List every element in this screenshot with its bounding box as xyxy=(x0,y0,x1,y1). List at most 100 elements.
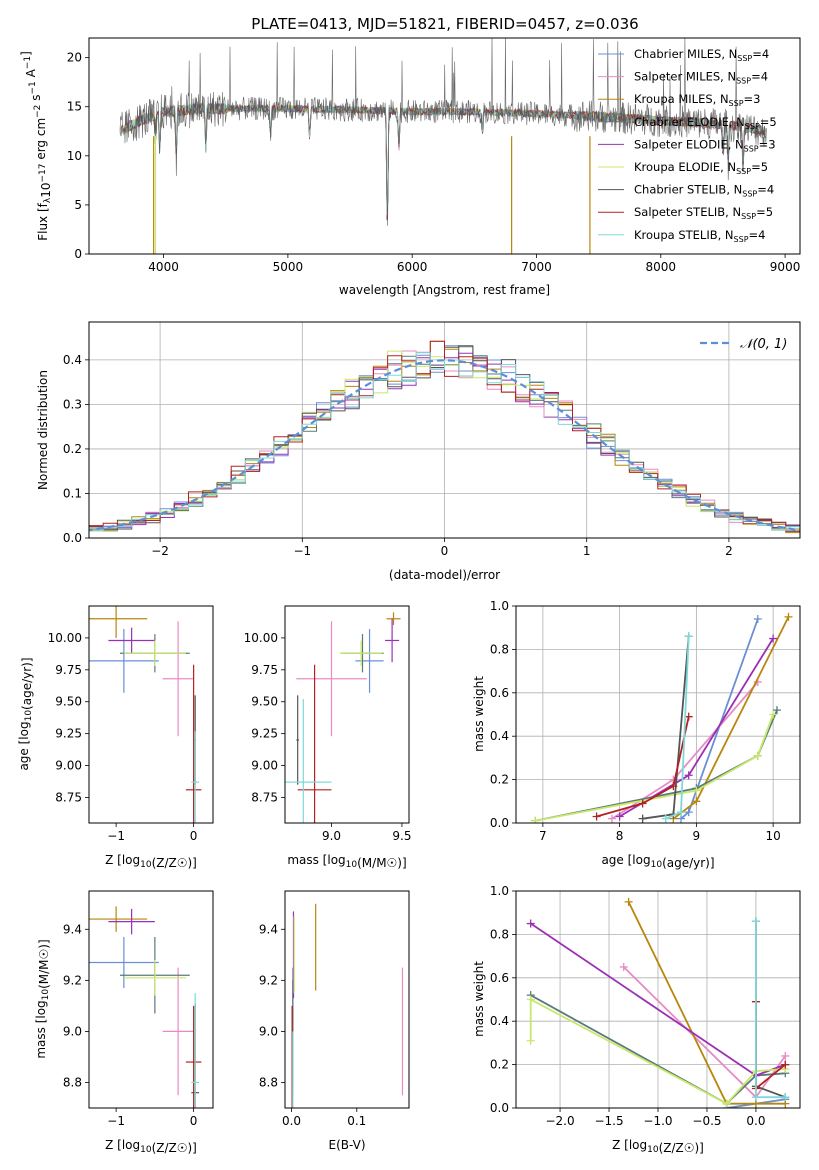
y-tick-label: 9.50 xyxy=(251,695,278,709)
legend-label: Chabrier ELODIE, NSSP=5 xyxy=(634,115,777,131)
x-tick-label: −1 xyxy=(107,829,125,843)
residuals-plot: −2 −1 0 1 2 0.0 0.1 0.2 0.3 0.4 𝒩(0, 1) (data-model… xyxy=(36,321,801,582)
legend-label: Salpeter MILES, NSSP=4 xyxy=(634,70,768,86)
z-age-marks xyxy=(89,606,202,823)
y-tick-label: 10.00 xyxy=(244,631,278,645)
y-tick-label: 0.6 xyxy=(490,971,509,985)
legend-label: 𝒩(0, 1) xyxy=(740,337,787,352)
x-tick-label: 0.0 xyxy=(746,1114,765,1128)
z-mass-plot: −1 0 8.8 9.0 9.2 9.4 Z [log10(Z/Z☉)] mass [log1… xyxy=(34,890,214,1155)
weight-line xyxy=(596,716,690,818)
x-axis-label: E(B-V) xyxy=(328,1138,365,1152)
y-tick-label: 0.4 xyxy=(490,1014,509,1028)
spectrum-frame xyxy=(88,37,801,255)
x-tick-label: 6000 xyxy=(397,260,428,274)
z-mass-frame xyxy=(88,890,214,1109)
weight-marker xyxy=(638,799,647,808)
y-tick-label: 0.2 xyxy=(63,442,82,456)
weight-marker xyxy=(753,615,762,624)
y-tick-label: 0.4 xyxy=(490,729,509,743)
y-tick-label: 0.2 xyxy=(490,773,509,787)
mass-age-frame xyxy=(284,605,410,824)
y-tick-label: 9.75 xyxy=(55,663,82,677)
z-weight-plot: −2.0 −1.5 −1.0 −0.5 0.0 0.0 0.2 0.4 0.6 0.8 1.0 Z [… xyxy=(472,884,801,1155)
weight-marker xyxy=(781,1051,790,1060)
y-tick-label: 5 xyxy=(74,198,82,212)
mass-age-plot: 9.0 9.5 8.75 9.00 9.25 9.50 9.75 10.00 mass [log… xyxy=(244,605,412,870)
weight-line xyxy=(535,709,778,822)
weight-marker xyxy=(684,632,693,641)
weight-line xyxy=(627,901,786,1105)
x-tick-label: 1 xyxy=(583,544,591,558)
x-tick-label: 0.0 xyxy=(282,1114,301,1128)
y-tick-label: 9.4 xyxy=(63,922,82,936)
x-tick-label: 9.0 xyxy=(322,829,341,843)
y-tick-label: 0.0 xyxy=(490,816,509,830)
age-weight-frame xyxy=(515,605,801,824)
y-tick-label: 9.00 xyxy=(55,759,82,773)
weight-marker xyxy=(526,919,535,928)
y-tick-label: 0.1 xyxy=(63,486,82,500)
weight-marker xyxy=(615,812,624,821)
y-tick-label: 0.8 xyxy=(490,642,509,656)
y-axis-label: Normed distribution xyxy=(36,370,50,490)
y-tick-label: 8.75 xyxy=(55,790,82,804)
weight-marker xyxy=(751,917,760,926)
weight-marker xyxy=(592,812,601,821)
y-tick-label: 1.0 xyxy=(490,599,509,613)
y-tick-label: 10 xyxy=(67,149,82,163)
y-tick-label: 9.0 xyxy=(259,1024,278,1038)
weight-marker xyxy=(661,814,670,823)
x-tick-label: 10 xyxy=(765,829,780,843)
y-tick-label: 9.2 xyxy=(63,973,82,987)
weight-marker xyxy=(638,814,647,823)
y-axis-label: mass weight xyxy=(472,961,486,1037)
y-tick-label: 9.4 xyxy=(259,922,278,936)
z-mass-marks xyxy=(89,906,202,1108)
x-tick-label: 9000 xyxy=(770,260,801,274)
x-tick-label: 9.5 xyxy=(392,829,411,843)
x-tick-label: 0 xyxy=(190,829,198,843)
y-tick-label: 10.00 xyxy=(48,631,82,645)
x-tick-label: 9 xyxy=(693,829,701,843)
legend-label: Salpeter STELIB, NSSP=5 xyxy=(634,205,773,221)
weight-marker xyxy=(769,634,778,643)
y-tick-label: 0.4 xyxy=(63,353,82,367)
weight-marker xyxy=(722,1099,731,1108)
y-tick-label: 9.25 xyxy=(251,727,278,741)
weight-line xyxy=(535,714,774,822)
y-tick-label: 0.2 xyxy=(490,1058,509,1072)
ebv-mass-plot: 0.0 0.1 8.8 9.0 9.2 9.4 E(B-V) xyxy=(259,890,410,1152)
legend-label: Kroupa ELODIE, NSSP=5 xyxy=(634,160,768,176)
x-tick-label: 7 xyxy=(539,829,547,843)
x-axis-label: mass [log10(M/M☉)] xyxy=(287,853,406,870)
y-axis-label: Flux [fλ10−17 erg cm−2 s−1 A−1] xyxy=(19,51,53,241)
spectrum-plot: 4000 5000 6000 7000 8000 9000 0 5 10 15 20 waveleng… xyxy=(19,37,801,297)
weight-marker xyxy=(753,751,762,760)
y-axis-label: mass [log10(M/M☉)] xyxy=(34,939,51,1058)
weight-marker xyxy=(531,816,540,823)
ebv-mass-frame xyxy=(284,890,410,1109)
x-axis-label: Z [log10(Z/Z☉)] xyxy=(612,1138,704,1155)
x-tick-label: 4000 xyxy=(148,260,179,274)
y-tick-label: 9.00 xyxy=(251,759,278,773)
y-tick-label: 8.75 xyxy=(251,790,278,804)
weight-marker xyxy=(526,1036,535,1045)
z-weight-marks xyxy=(526,897,790,1108)
legend: Chabrier MILES, NSSP=4 Salpeter MILES, NS… xyxy=(598,47,777,244)
x-tick-label: −2 xyxy=(151,544,169,558)
weight-line xyxy=(530,994,786,1105)
y-tick-label: 0.3 xyxy=(63,397,82,411)
x-tick-label: 0 xyxy=(441,544,449,558)
weight-marker xyxy=(684,808,693,817)
histogram-step xyxy=(89,352,800,532)
spectrum-line xyxy=(119,38,767,226)
weight-marker xyxy=(692,786,701,795)
x-tick-label: 0.1 xyxy=(347,1114,366,1128)
y-tick-label: 1.0 xyxy=(490,884,509,898)
x-tick-label: 8 xyxy=(616,829,624,843)
weight-marker xyxy=(607,814,616,823)
x-axis-label: age [log10(age/yr)] xyxy=(601,853,714,870)
weight-marker xyxy=(772,706,781,715)
weight-marker xyxy=(769,710,778,719)
